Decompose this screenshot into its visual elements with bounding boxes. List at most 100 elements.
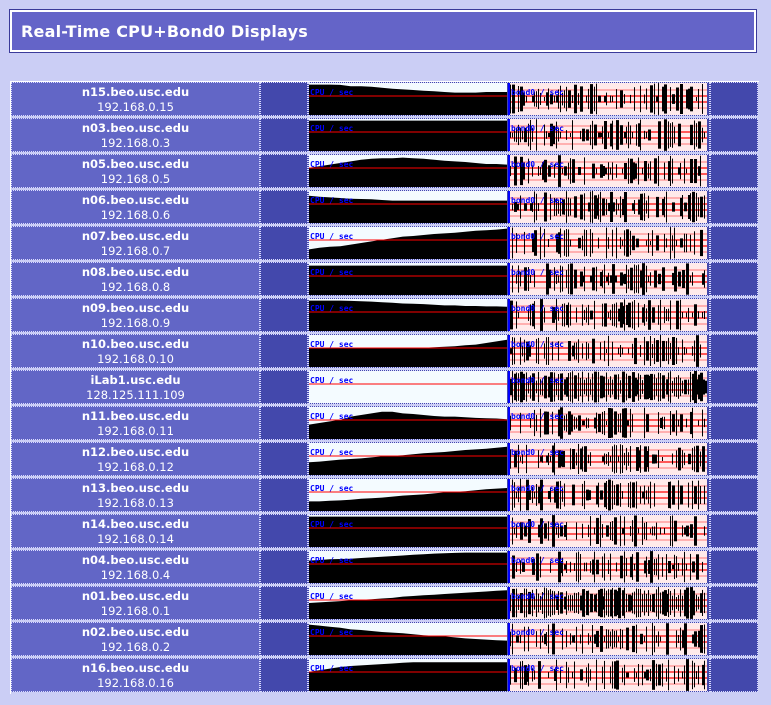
graph-cell: CPU / sec bond0 / sec	[308, 478, 710, 512]
bond0-traffic-spikes	[510, 119, 705, 151]
row-tail	[710, 622, 758, 656]
node-name-cell: n15.beo.usc.edu 192.168.0.15	[11, 82, 260, 116]
cpu-label: CPU / sec	[310, 592, 354, 601]
graph-cell: CPU / sec bond0 / sec	[308, 586, 710, 620]
node-row: n02.beo.usc.edu 192.168.0.2 CPU / sec bond0…	[11, 622, 759, 658]
node-ip: 192.168.0.16	[97, 676, 174, 690]
bond0-label: bond0 / sec	[511, 160, 564, 169]
node-hostname: n01.beo.usc.edu	[81, 589, 190, 603]
node-graphs: CPU / sec bond0 / sec	[309, 119, 707, 151]
cpu-label: CPU / sec	[310, 88, 354, 97]
bond0-traffic-spikes	[510, 623, 705, 655]
node-graphs: CPU / sec bond0 / sec	[309, 551, 707, 583]
node-name-cell: n08.beo.usc.edu 192.168.0.8	[11, 262, 260, 296]
row-tail	[710, 442, 758, 476]
graph-cell: CPU / sec bond0 / sec	[308, 190, 710, 224]
node-row: n11.beo.usc.edu 192.168.0.11 CPU / sec bond…	[11, 406, 759, 442]
node-ip: 192.168.0.8	[100, 280, 171, 294]
node-row: n06.beo.usc.edu 192.168.0.6 CPU / sec bond0…	[11, 190, 759, 226]
graph-cell: CPU / sec bond0 / sec	[308, 406, 710, 440]
graph-cell: CPU / sec bond0 / sec	[308, 118, 710, 152]
node-name-cell: n10.beo.usc.edu 192.168.0.10	[11, 334, 260, 368]
bond0-graph-bg	[508, 227, 707, 259]
cpu-usage-area	[309, 624, 507, 655]
node-hostname: iLab1.usc.edu	[90, 373, 181, 387]
bond0-label: bond0 / sec	[511, 196, 564, 205]
bond0-axis-marker	[508, 191, 510, 223]
node-hostname: n09.beo.usc.edu	[81, 301, 190, 315]
bond0-traffic-spikes	[510, 155, 701, 187]
node-ip: 192.168.0.3	[100, 136, 171, 150]
node-hostname: n06.beo.usc.edu	[81, 193, 190, 207]
bond0-traffic-spikes	[512, 479, 705, 511]
bond0-label: bond0 / sec	[511, 592, 564, 601]
bond0-axis-marker	[508, 227, 510, 259]
node-graphs: CPU / sec bond0 / sec	[309, 299, 707, 331]
graph-cell: CPU / sec bond0 / sec	[308, 154, 710, 188]
node-name-cell: n09.beo.usc.edu 192.168.0.9	[11, 298, 260, 332]
node-row: iLab1.usc.edu 128.125.111.109 CPU / sec bon…	[11, 370, 759, 406]
bond0-label: bond0 / sec	[511, 232, 564, 241]
node-name-cell: n14.beo.usc.edu 192.168.0.14	[11, 514, 260, 548]
bond0-label: bond0 / sec	[511, 664, 564, 673]
bond0-label: bond0 / sec	[511, 124, 564, 133]
bond0-label: bond0 / sec	[511, 376, 564, 385]
bond0-traffic-spikes	[510, 299, 705, 331]
bond0-axis-marker	[508, 623, 510, 655]
bond0-axis-marker	[508, 119, 510, 151]
cpu-usage-area	[309, 339, 507, 367]
node-hostname: n11.beo.usc.edu	[81, 409, 190, 423]
node-ip: 192.168.0.11	[97, 424, 174, 438]
row-spacer	[260, 262, 308, 296]
bond0-traffic-spikes	[510, 83, 703, 115]
cpu-usage-area	[309, 488, 507, 511]
node-graphs: CPU / sec bond0 / sec	[309, 623, 707, 655]
node-name-cell: n06.beo.usc.edu 192.168.0.6	[11, 190, 260, 224]
row-tail	[710, 406, 758, 440]
cpu-label: CPU / sec	[310, 412, 354, 421]
cpu-label: CPU / sec	[310, 304, 354, 313]
node-ip: 192.168.0.4	[100, 568, 171, 582]
cpu-usage-area	[309, 516, 507, 547]
bond0-axis-marker	[508, 443, 510, 475]
bond0-label: bond0 / sec	[511, 628, 564, 637]
row-spacer	[260, 226, 308, 260]
bond0-axis-marker	[508, 155, 510, 187]
cpu-usage-area	[309, 265, 507, 295]
graph-cell: CPU / sec bond0 / sec	[308, 622, 710, 656]
graph-cell: CPU / sec bond0 / sec	[308, 442, 710, 476]
node-hostname: n02.beo.usc.edu	[81, 625, 190, 639]
row-spacer	[260, 622, 308, 656]
row-spacer	[260, 298, 308, 332]
node-graphs: CPU / sec bond0 / sec	[309, 371, 707, 403]
cpu-label: CPU / sec	[310, 484, 354, 493]
bond0-graph-bg	[508, 587, 707, 619]
node-row: n13.beo.usc.edu 192.168.0.13 CPU / sec bond…	[11, 478, 759, 514]
bond0-graph-bg	[508, 623, 707, 655]
row-tail	[710, 334, 758, 368]
node-graphs: CPU / sec bond0 / sec	[309, 227, 707, 259]
graph-cell: CPU / sec bond0 / sec	[308, 658, 710, 692]
cpu-label: CPU / sec	[310, 664, 354, 673]
node-graphs: CPU / sec bond0 / sec	[309, 587, 707, 619]
cpu-usage-area	[309, 552, 507, 583]
node-hostname: n14.beo.usc.edu	[81, 517, 190, 531]
cpu-usage-area	[309, 662, 507, 691]
bond0-axis-marker	[508, 335, 510, 367]
node-ip: 192.168.0.2	[100, 640, 171, 654]
bond0-graph-bg	[508, 659, 707, 691]
row-tail	[710, 370, 758, 404]
node-graphs: CPU / sec bond0 / sec	[309, 515, 707, 547]
row-tail	[710, 586, 758, 620]
bond0-traffic-spikes	[510, 371, 707, 403]
row-tail	[710, 226, 758, 260]
bond0-traffic-spikes	[512, 227, 703, 259]
node-ip: 192.168.0.1	[100, 604, 171, 618]
node-name-cell: n05.beo.usc.edu 192.168.0.5	[11, 154, 260, 188]
node-row: n04.beo.usc.edu 192.168.0.4 CPU / sec bond0…	[11, 550, 759, 586]
node-name-cell: n03.beo.usc.edu 192.168.0.3	[11, 118, 260, 152]
bond0-label: bond0 / sec	[511, 556, 564, 565]
bond0-traffic-spikes	[510, 659, 705, 691]
cpu-label: CPU / sec	[310, 268, 354, 277]
node-graphs: CPU / sec bond0 / sec	[309, 83, 707, 115]
